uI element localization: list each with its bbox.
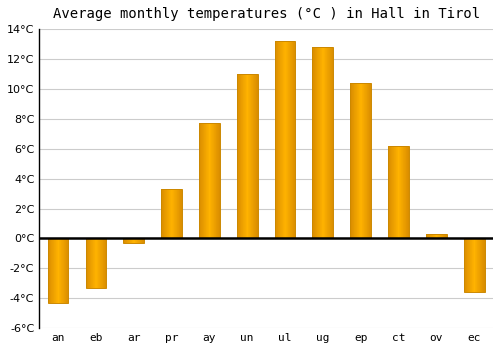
Bar xyxy=(274,41,295,238)
Bar xyxy=(199,123,220,238)
Bar xyxy=(464,238,484,292)
Bar xyxy=(350,83,371,238)
Bar xyxy=(161,189,182,238)
Bar xyxy=(48,238,68,303)
Bar xyxy=(237,74,258,238)
Bar xyxy=(388,146,409,238)
Bar xyxy=(426,234,446,238)
Bar xyxy=(124,238,144,243)
Bar xyxy=(86,238,106,288)
Bar xyxy=(312,47,334,238)
Title: Average monthly temperatures (°C ) in Hall in Tirol: Average monthly temperatures (°C ) in Ha… xyxy=(52,7,480,21)
